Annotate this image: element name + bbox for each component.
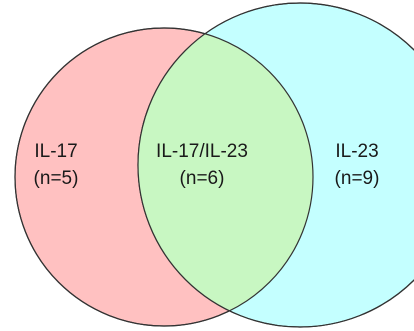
- intersection-region: [138, 28, 313, 326]
- intersection-name-label: IL-17/IL-23: [156, 141, 248, 162]
- il17-name-label: IL-17: [34, 141, 77, 162]
- il23-name-label: IL-23: [335, 141, 378, 162]
- il23-circle-outline: [137, 2, 414, 328]
- il23-count-label: (n=9): [335, 168, 380, 189]
- il17-count-label: (n=5): [34, 168, 79, 189]
- intersection-count-label: (n=6): [180, 168, 225, 189]
- il17-circle-outline: [14, 27, 314, 327]
